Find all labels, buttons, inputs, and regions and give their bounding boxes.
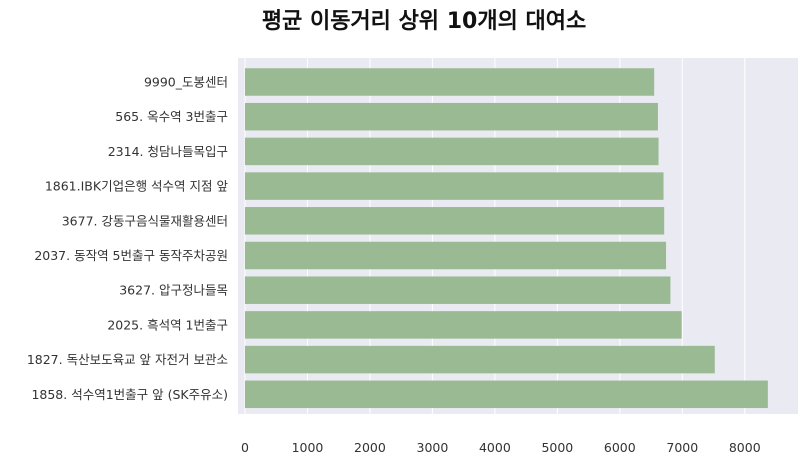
category-label: 2314. 청담나들목입구 [108, 144, 228, 159]
chart-title: 평균 이동거리 상위 10개의 대여소 [262, 9, 586, 34]
x-tick-label: 8000 [729, 440, 761, 455]
category-label: 1861.IBK기업은행 석수역 지점 앞 [45, 179, 229, 194]
bar [245, 241, 667, 270]
x-tick-label: 1000 [292, 440, 324, 455]
category-label: 3677. 강동구음식물재활용센터 [62, 213, 228, 228]
category-label: 1827. 독산보도육교 앞 자전거 보관소 [27, 352, 228, 367]
category-label: 1858. 석수역1번출구 앞 (SK주유소) [31, 387, 228, 402]
bars [245, 68, 768, 409]
category-label: 2025. 흑석역 1번출구 [107, 317, 228, 332]
category-label: 565. 옥수역 3번출구 [115, 109, 228, 124]
bar [245, 311, 682, 339]
x-tick-label: 4000 [479, 440, 511, 455]
category-label: 2037. 동작역 5번출구 동작주차공원 [34, 248, 228, 263]
bar [245, 345, 715, 374]
x-tick-label: 3000 [417, 440, 449, 455]
x-tick-label: 7000 [666, 440, 698, 455]
x-tick-label: 6000 [604, 440, 636, 455]
bar [245, 172, 664, 200]
bar [245, 207, 665, 235]
x-tick-label: 5000 [541, 440, 573, 455]
x-tick-label: 0 [241, 440, 249, 455]
bar [245, 68, 655, 96]
category-labels: 9990_도봉센터 565. 옥수역 3번출구 2314. 청담나들목입구 1861.… [27, 75, 229, 402]
x-tick-labels: 0 1000 2000 3000 4000 5000 6000 7000 8000 [241, 440, 761, 455]
bar [245, 276, 671, 304]
category-label: 9990_도봉센터 [144, 75, 228, 90]
bar [245, 137, 659, 166]
bar [245, 380, 768, 409]
bar [245, 102, 658, 131]
category-label: 3627. 압구정나들목 [119, 283, 228, 298]
x-tick-label: 2000 [354, 440, 386, 455]
